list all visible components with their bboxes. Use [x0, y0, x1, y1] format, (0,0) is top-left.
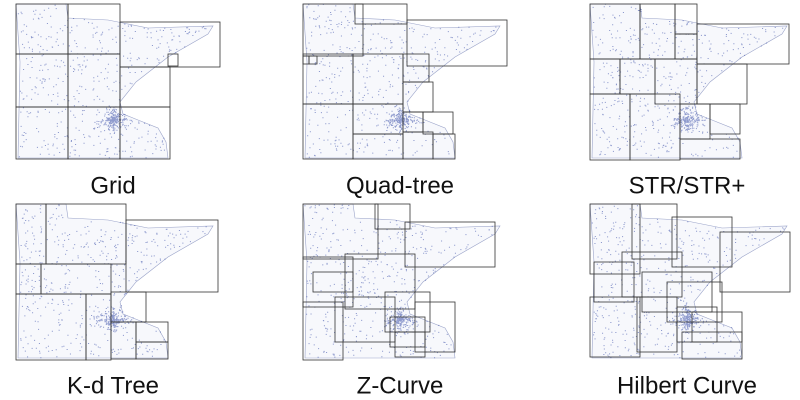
- partition-box: [432, 133, 456, 160]
- partition-box: [302, 203, 379, 260]
- partition-box: [691, 311, 743, 343]
- partition-box: [302, 301, 344, 361]
- partition-box: [719, 231, 791, 293]
- partition-box: [404, 221, 496, 268]
- partition-box: [302, 3, 364, 57]
- map-points: [304, 203, 493, 359]
- map-outline: [589, 203, 788, 359]
- panel-label: K-d Tree: [67, 372, 159, 399]
- partition-box: [671, 216, 733, 268]
- partition-box: [631, 203, 678, 260]
- panel-label: STR/STR+: [629, 172, 746, 199]
- partition-box: [696, 63, 748, 105]
- partition-box: [135, 341, 169, 360]
- map-outline: [302, 3, 501, 159]
- map-points: [20, 204, 207, 359]
- partition-box: [312, 271, 354, 293]
- partition-box: [666, 281, 723, 323]
- partition-box: [681, 331, 743, 360]
- map-points: [591, 205, 785, 359]
- partition-box: [589, 296, 641, 358]
- partition-box: [125, 219, 219, 293]
- map-panel: [589, 3, 790, 161]
- partition-box: [344, 253, 416, 310]
- partition-box: [414, 301, 456, 353]
- map-points: [306, 3, 497, 158]
- map-outline: [15, 3, 214, 159]
- partition-box: [589, 203, 641, 275]
- partition-box: [679, 138, 741, 160]
- map-points: [17, 3, 207, 159]
- partition-box: [374, 203, 411, 230]
- map-panel: [302, 203, 501, 361]
- map-panel: [15, 3, 221, 160]
- map-panel: [302, 3, 508, 160]
- partition-box: [119, 106, 171, 160]
- map-panel: [589, 203, 791, 360]
- partition-box: [334, 296, 396, 343]
- partition-box: [354, 3, 408, 25]
- panel-label: Grid: [90, 172, 135, 199]
- partition-box: [593, 261, 635, 303]
- partition-box: [308, 55, 318, 65]
- partition-box: [641, 271, 713, 313]
- map-panel: [15, 203, 219, 361]
- panel-label: Z-Curve: [357, 372, 444, 399]
- partition-box: [394, 331, 426, 358]
- partition-box: [406, 19, 508, 67]
- partition-box: [167, 53, 179, 67]
- panel-label: Hilbert Curve: [617, 372, 757, 399]
- panel-label: Quad-tree: [346, 172, 454, 199]
